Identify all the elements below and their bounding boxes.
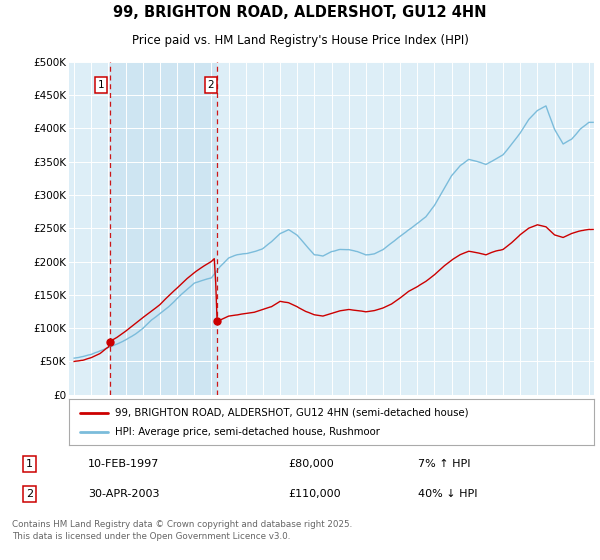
Bar — [110, 62, 217, 395]
Text: 2: 2 — [26, 489, 33, 500]
Text: 99, BRIGHTON ROAD, ALDERSHOT, GU12 4HN (semi-detached house): 99, BRIGHTON ROAD, ALDERSHOT, GU12 4HN (… — [115, 408, 469, 418]
Text: 7% ↑ HPI: 7% ↑ HPI — [418, 459, 470, 469]
Text: Price paid vs. HM Land Registry's House Price Index (HPI): Price paid vs. HM Land Registry's House … — [131, 34, 469, 47]
Text: £110,000: £110,000 — [288, 489, 341, 500]
Text: Contains HM Land Registry data © Crown copyright and database right 2025.
This d: Contains HM Land Registry data © Crown c… — [12, 520, 352, 541]
Text: 30-APR-2003: 30-APR-2003 — [88, 489, 160, 500]
Text: 10-FEB-1997: 10-FEB-1997 — [88, 459, 160, 469]
Text: 40% ↓ HPI: 40% ↓ HPI — [418, 489, 477, 500]
Text: £80,000: £80,000 — [288, 459, 334, 469]
Text: 1: 1 — [97, 80, 104, 90]
Text: 99, BRIGHTON ROAD, ALDERSHOT, GU12 4HN: 99, BRIGHTON ROAD, ALDERSHOT, GU12 4HN — [113, 4, 487, 20]
Text: 1: 1 — [26, 459, 33, 469]
Text: HPI: Average price, semi-detached house, Rushmoor: HPI: Average price, semi-detached house,… — [115, 427, 380, 437]
Text: 2: 2 — [208, 80, 214, 90]
